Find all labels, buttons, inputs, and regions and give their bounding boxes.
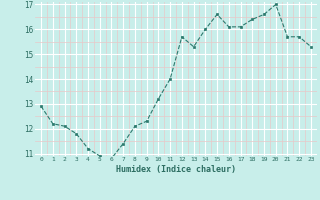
X-axis label: Humidex (Indice chaleur): Humidex (Indice chaleur)	[116, 165, 236, 174]
